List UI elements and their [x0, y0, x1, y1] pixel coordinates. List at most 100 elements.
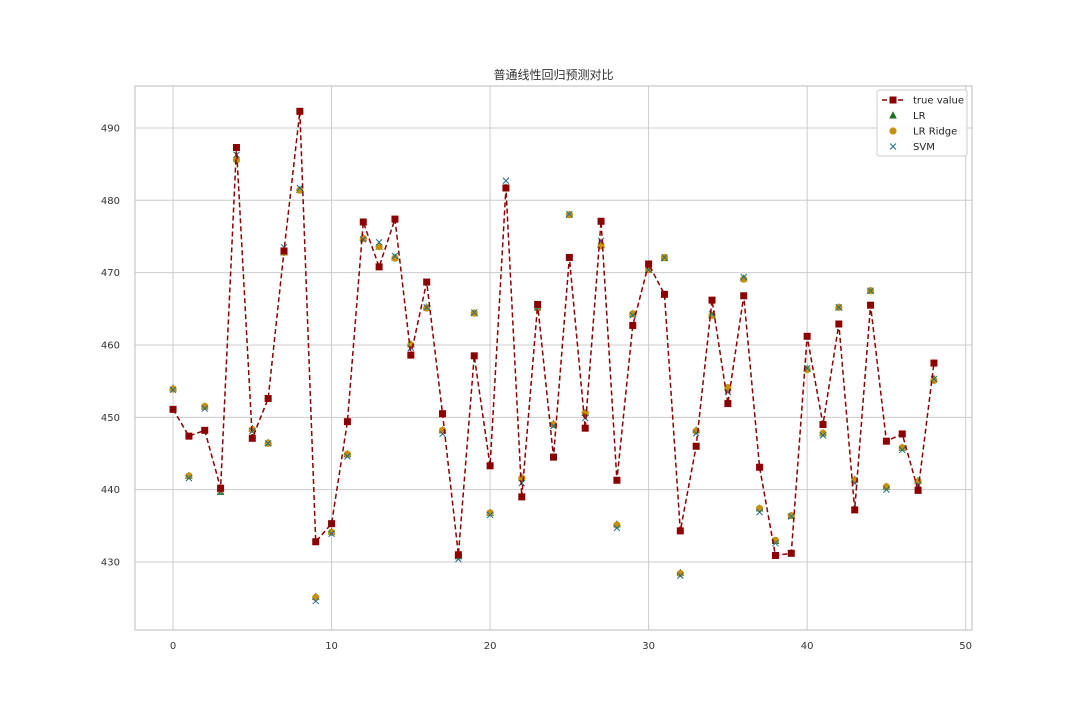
x-stroke: [169, 386, 177, 394]
point-true-value: [581, 424, 589, 432]
point-true-value: [930, 359, 938, 367]
point-lr-ridge: [755, 504, 764, 513]
point-lr-ridge: [201, 402, 209, 411]
legend-item-lr: LR: [889, 111, 926, 122]
point-true-value: [407, 351, 415, 359]
legend-marker: [889, 111, 897, 119]
point-true-value: [264, 395, 272, 403]
x-tick-label: 50: [959, 641, 972, 652]
y-tick-label: 470: [101, 268, 120, 279]
point-true-value: [708, 296, 716, 304]
x-stroke: [883, 486, 890, 494]
point-true-value: [740, 292, 748, 300]
point-true-value: [439, 410, 447, 418]
x-stroke: [889, 143, 897, 150]
point-lr-ridge: [898, 444, 906, 452]
point-lr-ridge: [169, 385, 177, 393]
point-true-value: [280, 247, 288, 255]
point-lr-ridge: [312, 593, 320, 602]
point-svm: [565, 210, 573, 218]
x-stroke: [344, 453, 351, 460]
legend-marker: [889, 143, 897, 150]
point-lr-ridge: [375, 242, 383, 251]
point-true-value: [660, 290, 668, 298]
point-svm: [486, 511, 494, 519]
point-svm: [423, 304, 431, 311]
point-lr-ridge: [296, 186, 304, 194]
x-stroke: [613, 524, 621, 532]
point-true-value: [423, 278, 431, 286]
x-stroke: [565, 210, 573, 218]
x-stroke: [486, 511, 494, 519]
legend-label: LR Ridge: [913, 127, 957, 138]
x-stroke: [787, 513, 795, 520]
point-lr-ridge: [629, 310, 637, 318]
point-true-value: [375, 263, 383, 271]
x-stroke: [502, 177, 510, 185]
point-lr-ridge: [676, 569, 684, 578]
x-stroke: [185, 474, 193, 482]
x-tick-label: 0: [170, 641, 176, 652]
point-true-value: [296, 107, 304, 115]
point-true-value: [914, 486, 922, 494]
x-stroke: [391, 252, 399, 260]
point-svm: [740, 273, 748, 281]
x-stroke: [676, 572, 684, 580]
x-tick-label: 40: [801, 641, 814, 652]
point-true-value: [518, 493, 526, 501]
x-stroke: [248, 427, 256, 435]
point-svm: [328, 530, 335, 538]
point-true-value: [454, 551, 462, 559]
series-lr-ridge: [169, 156, 938, 602]
legend-label: true value: [913, 96, 964, 107]
point-true-value: [470, 352, 478, 360]
legend-marker: [889, 127, 897, 135]
point-true-value: [359, 218, 367, 226]
x-stroke: [201, 405, 209, 412]
x-stroke: [740, 273, 748, 281]
point-true-value: [343, 418, 351, 426]
point-svm: [835, 304, 843, 311]
x-stroke: [930, 375, 938, 383]
x-tick-label: 20: [484, 641, 497, 652]
point-lr-ridge: [565, 211, 573, 219]
point-svm: [819, 432, 827, 439]
x-stroke: [835, 304, 843, 311]
point-svm: [883, 486, 890, 494]
x-stroke: [312, 597, 320, 605]
point-svm: [581, 414, 589, 422]
point-true-value: [771, 551, 779, 559]
y-tick-label: 490: [101, 123, 120, 134]
legend-item-true-value: true value: [882, 96, 964, 107]
point-true-value: [882, 437, 890, 445]
point-svm: [613, 524, 621, 532]
point-true-value: [391, 215, 399, 223]
legend-label: LR: [913, 111, 926, 122]
x-stroke: [661, 254, 668, 261]
x-tick-label: 10: [325, 641, 338, 652]
y-tick-label: 430: [101, 558, 120, 569]
x-stroke: [264, 440, 272, 447]
x-stroke: [375, 238, 383, 246]
point-true-value: [676, 527, 684, 535]
point-svm: [201, 405, 209, 412]
point-lr-ridge: [819, 429, 827, 437]
point-true-value: [692, 442, 700, 450]
point-true-value: [312, 538, 320, 546]
series-line-true-value: [172, 111, 935, 557]
point-svm: [169, 386, 177, 394]
point-true-value: [851, 506, 859, 514]
y-tick-label: 440: [101, 485, 120, 496]
point-true-value: [217, 484, 225, 492]
point-true-value: [201, 426, 209, 434]
point-svm: [867, 287, 874, 295]
point-svm: [502, 177, 510, 185]
series-lr: [169, 154, 938, 600]
grid: [135, 86, 972, 630]
point-lr-ridge: [486, 509, 494, 517]
point-true-value: [486, 462, 494, 470]
point-svm: [661, 254, 668, 261]
point-true-value: [232, 143, 240, 151]
x-stroke: [470, 309, 478, 316]
